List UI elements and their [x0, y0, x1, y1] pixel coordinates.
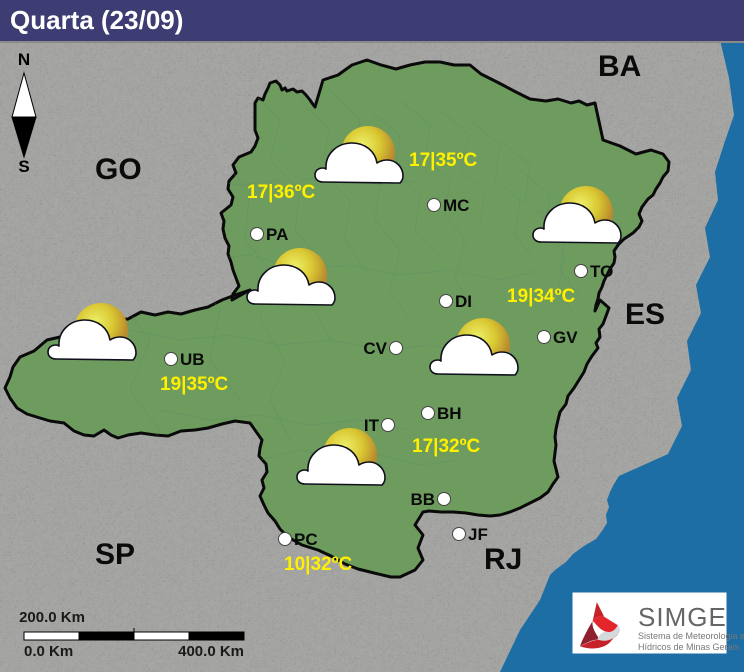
svg-text:BH: BH — [437, 404, 462, 423]
svg-text:PA: PA — [266, 225, 288, 244]
svg-text:UB: UB — [180, 350, 205, 369]
svg-text:N: N — [18, 50, 30, 69]
svg-text:10|32ºC: 10|32ºC — [284, 554, 353, 575]
svg-text:SIMGE: SIMGE — [638, 602, 727, 632]
svg-text:TO: TO — [590, 262, 613, 281]
svg-text:0.0 Km: 0.0 Km — [24, 643, 73, 660]
svg-text:GV: GV — [553, 328, 578, 347]
svg-text:DI: DI — [455, 292, 472, 311]
svg-text:S: S — [18, 157, 29, 176]
svg-text:JF: JF — [468, 525, 488, 544]
svg-text:IT: IT — [364, 416, 380, 435]
svg-text:200.0 Km: 200.0 Km — [19, 609, 85, 626]
svg-text:Hídricos de Minas Gerais: Hídricos de Minas Gerais — [638, 642, 740, 652]
svg-text:19|35ºC: 19|35ºC — [160, 374, 229, 395]
svg-text:CV: CV — [363, 339, 387, 358]
svg-text:19|34ºC: 19|34ºC — [507, 286, 576, 307]
svg-text:Sistema de Meteorologia e Recu: Sistema de Meteorologia e Recursos — [638, 631, 744, 641]
svg-text:BB: BB — [410, 490, 435, 509]
svg-text:17|35ºC: 17|35ºC — [409, 150, 478, 171]
svg-text:MC: MC — [443, 196, 469, 215]
svg-text:17|36ºC: 17|36ºC — [247, 182, 316, 203]
svg-text:PC: PC — [294, 530, 318, 549]
svg-text:17|32ºC: 17|32ºC — [412, 436, 481, 457]
svg-text:400.0 Km: 400.0 Km — [178, 643, 244, 660]
